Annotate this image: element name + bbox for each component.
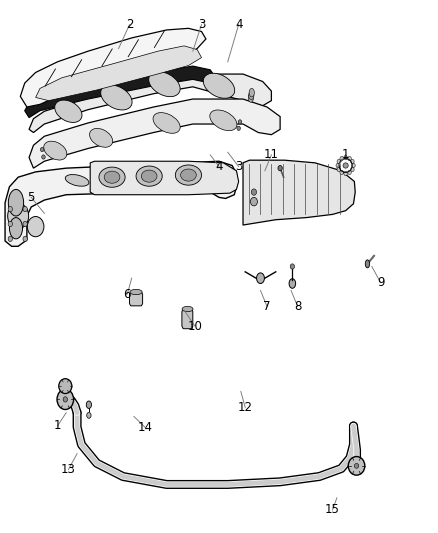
Ellipse shape (8, 221, 12, 227)
Ellipse shape (87, 413, 91, 418)
Ellipse shape (203, 73, 235, 98)
Ellipse shape (352, 164, 355, 167)
Polygon shape (182, 309, 193, 329)
Text: 3: 3 (198, 18, 205, 31)
Text: 1: 1 (54, 419, 61, 432)
Text: 2: 2 (126, 18, 133, 31)
Polygon shape (20, 28, 206, 107)
Polygon shape (5, 161, 237, 246)
Ellipse shape (340, 170, 343, 174)
Polygon shape (29, 74, 272, 133)
Ellipse shape (130, 289, 142, 295)
Ellipse shape (290, 264, 294, 269)
Text: 11: 11 (264, 148, 279, 161)
Polygon shape (243, 160, 355, 225)
Ellipse shape (344, 156, 347, 160)
Ellipse shape (248, 94, 254, 102)
Text: 9: 9 (377, 276, 384, 289)
Ellipse shape (183, 166, 207, 177)
Ellipse shape (249, 91, 254, 100)
Ellipse shape (65, 175, 89, 186)
Ellipse shape (348, 170, 351, 174)
Ellipse shape (104, 171, 120, 183)
Ellipse shape (44, 141, 67, 160)
Ellipse shape (238, 120, 242, 124)
Text: 1: 1 (342, 148, 350, 161)
Ellipse shape (107, 172, 131, 183)
Ellipse shape (289, 279, 296, 288)
Ellipse shape (337, 159, 341, 164)
Ellipse shape (59, 378, 72, 393)
Ellipse shape (149, 71, 180, 96)
Ellipse shape (8, 203, 28, 229)
Ellipse shape (57, 389, 74, 409)
Ellipse shape (354, 464, 359, 469)
Ellipse shape (251, 189, 257, 195)
Text: 5: 5 (28, 191, 35, 204)
Ellipse shape (23, 206, 27, 212)
Polygon shape (130, 292, 143, 306)
Ellipse shape (348, 157, 351, 161)
Polygon shape (90, 161, 239, 195)
Ellipse shape (251, 197, 258, 206)
Text: 10: 10 (187, 320, 202, 333)
Polygon shape (29, 99, 280, 168)
Ellipse shape (63, 397, 67, 402)
Ellipse shape (40, 148, 44, 152)
Ellipse shape (146, 168, 170, 180)
Ellipse shape (278, 165, 283, 171)
Ellipse shape (8, 189, 24, 216)
Ellipse shape (343, 163, 348, 168)
Ellipse shape (237, 126, 240, 131)
Text: 6: 6 (124, 288, 131, 301)
Ellipse shape (351, 167, 354, 172)
Text: 15: 15 (325, 504, 340, 516)
Ellipse shape (348, 457, 365, 475)
Ellipse shape (336, 164, 339, 167)
Polygon shape (25, 66, 215, 118)
Ellipse shape (365, 260, 370, 268)
Ellipse shape (10, 217, 22, 239)
Ellipse shape (86, 401, 92, 408)
Ellipse shape (141, 170, 157, 182)
Ellipse shape (180, 169, 196, 181)
Ellipse shape (337, 167, 341, 172)
Ellipse shape (210, 110, 237, 131)
Text: 4: 4 (215, 160, 223, 173)
Ellipse shape (8, 236, 12, 241)
Ellipse shape (136, 166, 162, 186)
Ellipse shape (340, 157, 343, 161)
Ellipse shape (55, 100, 82, 123)
Ellipse shape (90, 128, 113, 147)
Ellipse shape (249, 88, 254, 97)
Ellipse shape (182, 306, 193, 312)
Ellipse shape (42, 155, 45, 159)
Ellipse shape (101, 85, 132, 110)
Ellipse shape (23, 236, 27, 241)
Text: 13: 13 (61, 463, 76, 476)
Ellipse shape (27, 216, 44, 237)
Polygon shape (35, 46, 201, 101)
Text: 8: 8 (294, 300, 301, 313)
Text: 14: 14 (137, 421, 152, 433)
Ellipse shape (175, 165, 201, 185)
Ellipse shape (153, 112, 180, 133)
Ellipse shape (23, 221, 27, 227)
Text: 7: 7 (263, 300, 271, 313)
Text: 3: 3 (235, 160, 242, 173)
Ellipse shape (8, 206, 12, 212)
Text: 12: 12 (238, 401, 253, 414)
Ellipse shape (99, 167, 125, 187)
Ellipse shape (257, 273, 265, 284)
Ellipse shape (344, 171, 347, 175)
Text: 4: 4 (235, 18, 242, 31)
Ellipse shape (351, 159, 354, 164)
